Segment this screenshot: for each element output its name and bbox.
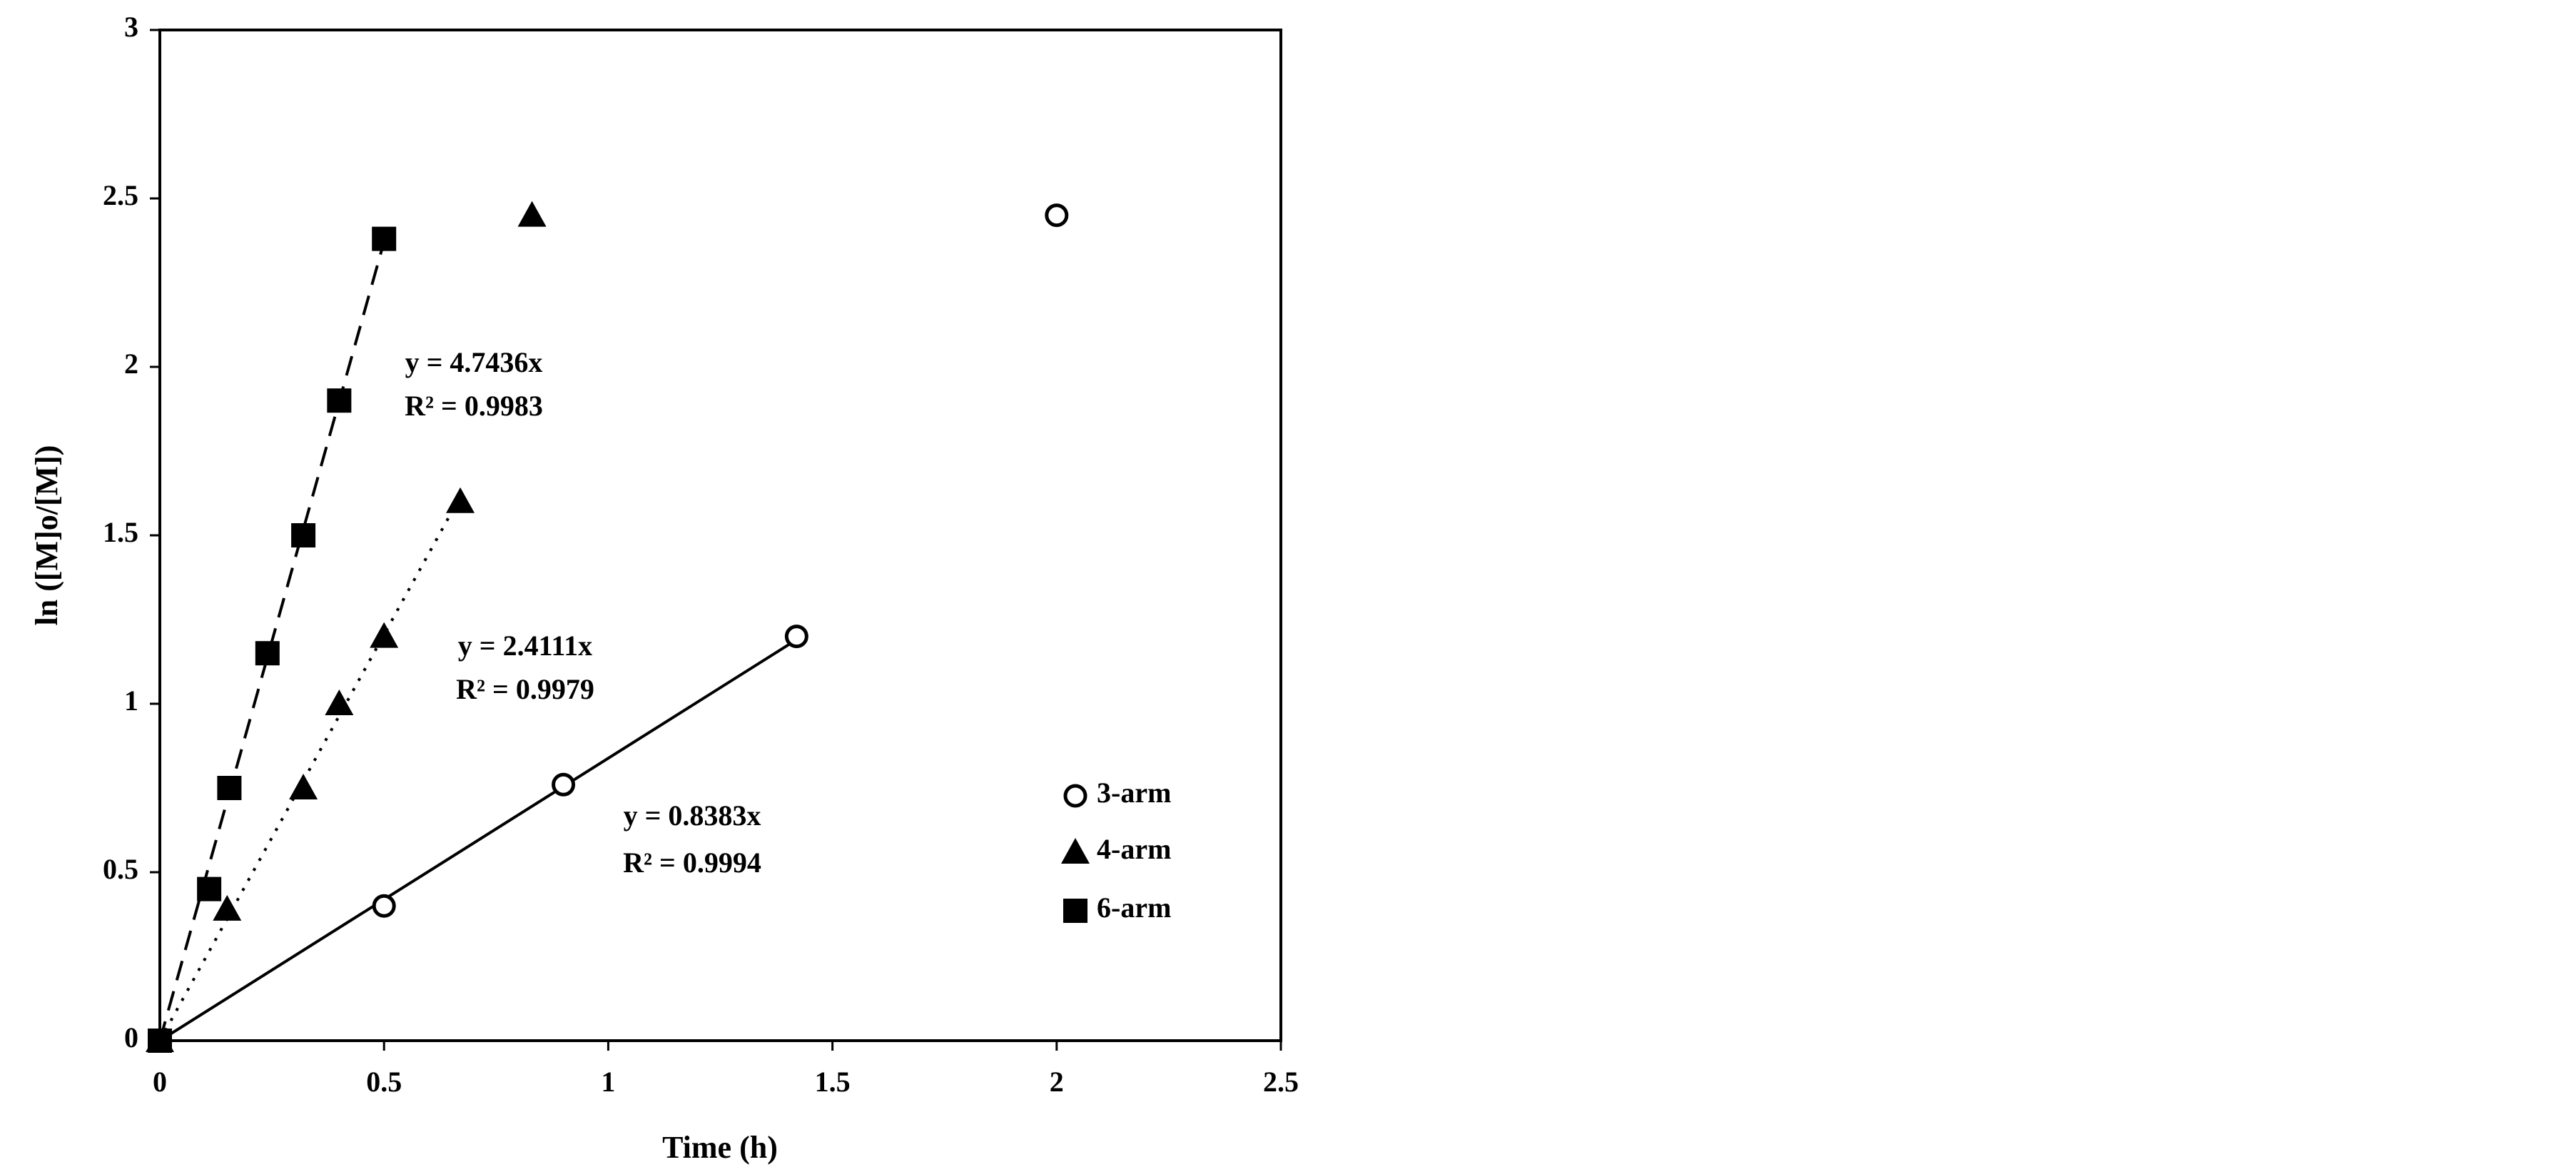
legend-marker — [1061, 838, 1090, 864]
trend-r-squared: R² = 0.9994 — [623, 847, 761, 879]
y-tick-label: 0.5 — [103, 853, 138, 885]
x-tick-label: 1.5 — [815, 1066, 851, 1098]
y-tick-label: 1 — [124, 684, 138, 717]
data-point — [784, 625, 808, 649]
trend-r-squared: R² = 0.9983 — [405, 390, 543, 422]
data-point — [1045, 203, 1069, 228]
data-point — [148, 1029, 172, 1053]
plot-frame — [158, 29, 1282, 1042]
x-tick-label: 2.5 — [1263, 1066, 1299, 1098]
data-point — [446, 487, 475, 513]
data-point — [197, 877, 222, 901]
x-axis-title: Time (h) — [662, 1130, 778, 1165]
legend-marker — [1063, 784, 1087, 808]
data-point — [255, 641, 280, 666]
legend-label: 3-arm — [1097, 777, 1171, 809]
data-point — [217, 776, 242, 800]
y-tick-label: 3 — [124, 11, 138, 43]
data-point — [289, 774, 318, 799]
data-point — [327, 388, 352, 413]
x-tick-label: 2 — [1050, 1066, 1064, 1098]
data-point — [325, 689, 354, 715]
data-point — [213, 894, 242, 921]
x-tick-label: 1 — [601, 1066, 615, 1098]
legend-label: 6-arm — [1097, 891, 1171, 924]
y-tick-label: 2.5 — [103, 179, 138, 211]
data-point — [370, 622, 399, 648]
trendline — [158, 638, 798, 1042]
data-point — [552, 772, 576, 797]
trendline — [158, 495, 462, 1041]
y-tick-label: 2 — [124, 348, 138, 380]
data-point — [372, 226, 397, 251]
y-tick-label: 1.5 — [103, 516, 138, 548]
x-tick-label: 0.5 — [366, 1066, 402, 1098]
data-point — [291, 523, 316, 547]
y-tick-label: 0 — [124, 1021, 138, 1054]
trend-r-squared: R² = 0.9979 — [456, 673, 594, 705]
trend-equation: y = 2.4111x — [458, 630, 592, 662]
trend-equation: y = 4.7436x — [405, 346, 543, 378]
data-point — [517, 201, 547, 227]
x-tick-label: 0 — [153, 1066, 167, 1098]
trend-equation: y = 0.8383x — [624, 799, 761, 832]
y-axis-title: ln ([M]o/[M]) — [29, 445, 64, 626]
legend-marker — [1063, 899, 1087, 923]
data-point — [372, 894, 396, 918]
legend-label: 4-arm — [1097, 833, 1171, 865]
